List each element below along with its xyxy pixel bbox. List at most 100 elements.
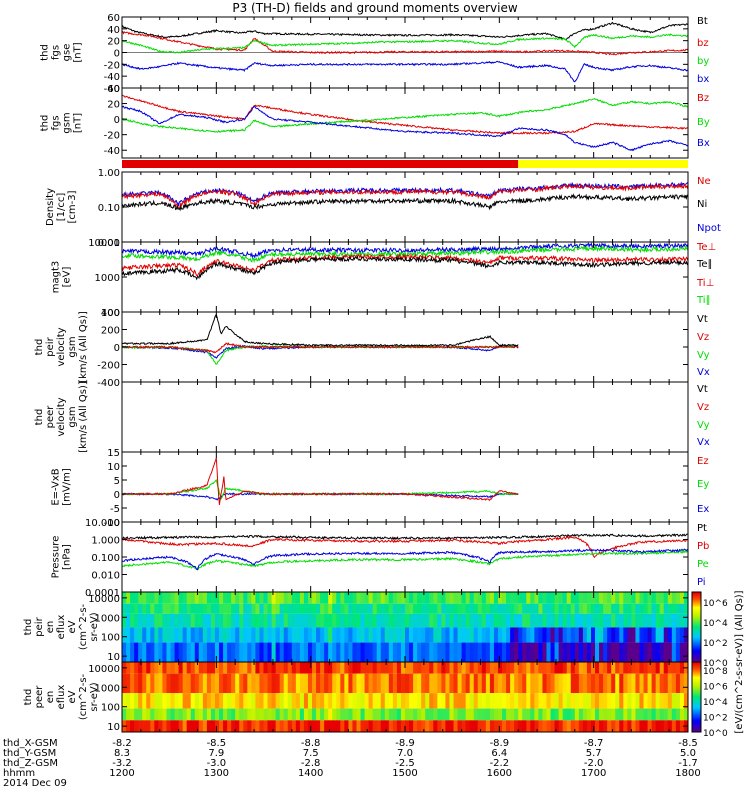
spectrogram-cell (384, 603, 390, 614)
colorbar-cell (692, 674, 701, 677)
colorbar-cell (692, 723, 701, 726)
spectrogram-cell (227, 613, 232, 628)
spectrogram-cell (627, 603, 632, 614)
spectrogram-cell (186, 662, 192, 674)
spectrogram-cell (526, 693, 531, 709)
spectrogram-cell (182, 642, 188, 662)
spectrogram-cell (150, 642, 155, 662)
spectrogram-cell (437, 592, 442, 604)
colorbar-cell (692, 720, 701, 722)
spectrogram-cell (582, 613, 588, 628)
spectrogram-cell (413, 720, 418, 732)
spectrogram-cell (437, 613, 442, 628)
spectrogram-cell (324, 613, 329, 628)
spectrogram-cell (554, 693, 560, 709)
spectrogram-cell (388, 693, 394, 709)
spectrogram-cell (590, 613, 596, 628)
spectrogram-cell (582, 592, 588, 604)
spectrogram-cell (174, 673, 180, 694)
spectrogram-cell (417, 592, 422, 604)
spectrogram-cell (150, 603, 155, 614)
spectrogram-cell (663, 592, 669, 604)
ytick-label: 10 (107, 722, 120, 733)
spectrogram-cell (506, 708, 511, 721)
legend-label: Vt (697, 314, 708, 325)
spectrogram-cell (493, 693, 499, 709)
spectrogram-cell (449, 592, 455, 604)
spectrogram-cells (122, 592, 689, 662)
series-3 (122, 548, 688, 571)
spectrogram-cell (328, 642, 333, 662)
series-1 (122, 182, 688, 209)
spectrogram-cell (219, 720, 224, 732)
spectrogram-cell (619, 720, 624, 732)
spectrogram-cell (150, 673, 155, 694)
spectrogram-cell (231, 603, 236, 614)
ylabel-line: peer (34, 685, 45, 709)
spectrogram-cell (554, 720, 560, 732)
spectrogram-cell (679, 708, 685, 721)
spectrogram-cell (283, 642, 289, 662)
spectrogram-cell (303, 708, 309, 721)
spectrogram-cell (126, 603, 131, 614)
spectrogram-cell (611, 662, 616, 674)
spectrogram-cell (623, 613, 628, 628)
spectrogram-cell (126, 627, 131, 643)
spectrogram-cell (340, 603, 345, 614)
spectrogram-cell (493, 662, 499, 674)
spectrogram-cell (457, 708, 463, 721)
spectrogram-cell (150, 592, 155, 604)
colorbar-cell (692, 713, 701, 715)
spectrogram-cell (453, 662, 459, 674)
spectrogram-cell (506, 627, 511, 643)
ytick-label: 0.01 (98, 238, 120, 249)
spectrogram-cell (332, 662, 337, 674)
spectrogram-cell (307, 673, 313, 694)
series-3 (122, 255, 688, 281)
spectrogram-cell (546, 613, 552, 628)
spectrogram-cell (344, 627, 349, 643)
spectrogram-cell (356, 627, 362, 643)
ylabel-line: en (45, 621, 56, 634)
spectrogram-cell (392, 720, 398, 732)
spectrogram-cell (219, 592, 224, 604)
spectrogram-cell (384, 613, 390, 628)
spectrogram-cell (409, 662, 414, 674)
spectrogram-cell (417, 627, 422, 643)
spectrogram-cell (235, 592, 240, 604)
spectrogram-cell (582, 603, 588, 614)
plot-title: P3 (TH-D) fields and ground moments over… (232, 1, 518, 15)
spectrogram-cell (590, 708, 596, 721)
colorbar-cell (692, 662, 701, 664)
spectrogram-cell (671, 642, 677, 662)
ylabel-line: peir (45, 336, 56, 356)
spectrogram-cell (510, 720, 515, 732)
spectrogram-cell (122, 673, 127, 694)
spectrogram-cell (586, 613, 592, 628)
spectrogram-cell (437, 673, 442, 694)
spectrogram-cell (469, 627, 475, 643)
spectrogram-cell (603, 642, 608, 662)
spectrogram-cell (441, 627, 446, 643)
spectrogram-cell (437, 720, 442, 732)
ytick-label: 15 (107, 448, 120, 459)
spectrogram-cell (198, 693, 204, 709)
spectrogram-cell (643, 592, 649, 604)
ylabel-line: gsm (67, 336, 78, 357)
spectrogram-cell (595, 708, 600, 721)
spectrogram-cell (287, 603, 293, 614)
spectrogram-cell (554, 642, 560, 662)
spectrogram-cell (295, 613, 301, 628)
spectrogram-cell (514, 662, 519, 674)
spectrogram-cell (247, 642, 252, 662)
spectrogram-cell (158, 662, 163, 674)
spectrogram-cell (477, 708, 483, 721)
spectrogram-cell (421, 708, 426, 721)
spectrogram-cell (227, 592, 232, 604)
spectrogram-cell (194, 673, 200, 694)
spectrogram-cell (530, 613, 535, 628)
colorbar-cell (692, 603, 701, 606)
spectrogram-cell (550, 673, 556, 694)
spectrogram-cell (603, 720, 608, 732)
spectrogram-cell (259, 720, 264, 732)
